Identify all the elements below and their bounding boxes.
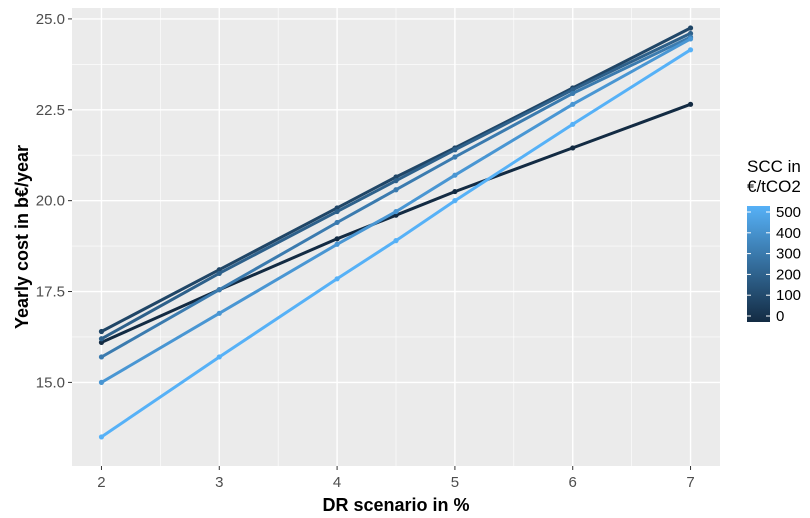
series-point-scc-300 bbox=[570, 90, 576, 97]
series-point-scc-200 bbox=[216, 270, 222, 276]
legend-tick-label: 400 bbox=[776, 225, 801, 242]
series-point-scc-0 bbox=[334, 236, 340, 242]
series-point-scc-300 bbox=[334, 219, 340, 226]
series-point-scc-200 bbox=[98, 336, 105, 342]
y-axis-title: Yearly cost in b€/year bbox=[12, 145, 32, 329]
legend-colorbar bbox=[747, 206, 770, 322]
series-point-scc-400 bbox=[452, 172, 458, 178]
legend-tick-label: 100 bbox=[776, 287, 801, 304]
series-point-scc-300 bbox=[216, 287, 222, 293]
x-tick-label: 2 bbox=[97, 474, 105, 491]
series-point-scc-400 bbox=[393, 208, 399, 215]
y-tick-label: 25.0 bbox=[36, 11, 65, 28]
x-tick-label: 6 bbox=[569, 474, 577, 491]
series-point-scc-0 bbox=[98, 339, 105, 346]
x-tick-label: 5 bbox=[451, 474, 459, 491]
x-tick-label: 7 bbox=[686, 474, 694, 491]
legend-tick-label: 300 bbox=[776, 246, 801, 263]
y-tick-label: 17.5 bbox=[36, 284, 65, 301]
x-axis-title: DR scenario in % bbox=[322, 495, 469, 515]
series-point-scc-100 bbox=[334, 205, 340, 211]
series-point-scc-400 bbox=[334, 241, 340, 247]
series-layer bbox=[98, 25, 694, 440]
y-tick-label: 20.0 bbox=[36, 193, 65, 210]
y-tick-label: 22.5 bbox=[36, 102, 65, 119]
series-point-scc-500 bbox=[216, 354, 222, 360]
series-point-scc-500 bbox=[570, 121, 576, 127]
series-point-scc-300 bbox=[393, 187, 399, 193]
series-point-scc-500 bbox=[98, 434, 105, 440]
series-point-scc-0 bbox=[687, 101, 694, 107]
series-point-scc-400 bbox=[687, 36, 694, 42]
series-point-scc-200 bbox=[452, 147, 458, 153]
series-point-scc-500 bbox=[334, 276, 340, 282]
series-point-scc-500 bbox=[393, 238, 399, 244]
series-point-scc-400 bbox=[98, 379, 105, 385]
series-point-scc-200 bbox=[570, 87, 576, 93]
legend-tick-label: 0 bbox=[776, 308, 784, 325]
y-tick-label: 15.0 bbox=[36, 374, 65, 391]
series-point-scc-0 bbox=[452, 188, 458, 195]
series-point-scc-500 bbox=[452, 198, 458, 204]
series-point-scc-0 bbox=[570, 145, 576, 151]
series-point-scc-100 bbox=[687, 25, 694, 31]
axes: 15.0 17.5 20.0 22.5 25.0 2 3 4 5 6 7 bbox=[36, 11, 695, 491]
x-tick-label: 3 bbox=[215, 474, 223, 491]
legend-title-line-2: €/tCO2 bbox=[747, 177, 801, 196]
legend-tick-label: 200 bbox=[776, 266, 801, 283]
x-tick-label: 4 bbox=[333, 474, 341, 491]
series-point-scc-400 bbox=[216, 310, 222, 316]
legend-tick-label: 500 bbox=[776, 204, 801, 221]
series-point-scc-200 bbox=[334, 208, 340, 215]
series-point-scc-300 bbox=[452, 154, 458, 160]
series-point-scc-200 bbox=[687, 30, 694, 37]
series-point-scc-100 bbox=[393, 174, 399, 180]
series-point-scc-400 bbox=[570, 101, 576, 107]
series-point-scc-300 bbox=[98, 354, 105, 360]
legend: SCC in €/tCO2 0 100 200 300 400 500 bbox=[747, 157, 801, 325]
series-point-scc-500 bbox=[687, 47, 694, 53]
series-point-scc-100 bbox=[98, 328, 105, 335]
legend-title-line-1: SCC in bbox=[747, 157, 801, 176]
series-point-scc-200 bbox=[393, 178, 399, 184]
